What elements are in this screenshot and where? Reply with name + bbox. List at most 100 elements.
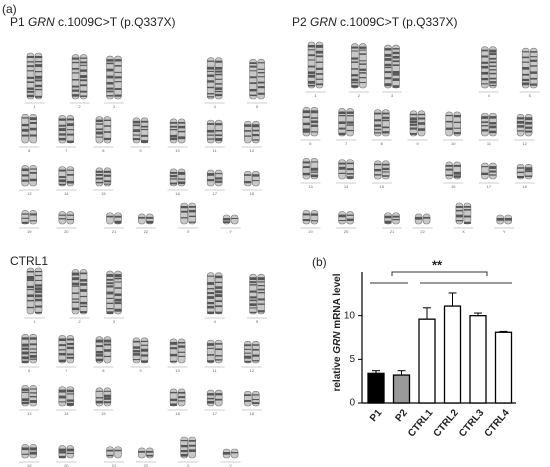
band [146, 216, 154, 219]
band [252, 394, 260, 396]
band [29, 127, 37, 131]
band [382, 126, 390, 129]
band [80, 95, 88, 97]
band [463, 215, 471, 218]
band [207, 354, 215, 356]
band [106, 68, 114, 72]
chromosome-number: 16 [175, 191, 180, 196]
chromosome-number: 18 [250, 411, 255, 416]
y-label-part: relative [332, 354, 343, 392]
chromosome [95, 167, 112, 187]
band [170, 138, 178, 141]
band [410, 127, 417, 130]
band [374, 132, 382, 134]
band [106, 285, 114, 288]
band [106, 311, 114, 314]
band [141, 360, 148, 363]
significance: ** [432, 257, 443, 272]
band [95, 358, 103, 362]
band [146, 220, 154, 224]
chromosome-number: 16 [451, 184, 456, 189]
chromosome-number: 20 [64, 463, 69, 467]
band [27, 276, 34, 280]
band [66, 133, 74, 136]
bar [367, 372, 385, 404]
band [249, 94, 257, 97]
chromosome [106, 270, 122, 315]
chromatid [338, 211, 346, 225]
chromosome-number: 3 [391, 93, 394, 98]
band [359, 46, 367, 49]
band [133, 359, 140, 361]
chromatid [489, 112, 497, 137]
band [207, 70, 215, 72]
chromosome-number: 11 [487, 141, 492, 146]
chromosome [338, 211, 354, 225]
chromosome [169, 118, 186, 144]
band [252, 399, 260, 401]
chromosome-number: 15 [101, 411, 106, 416]
title-part: GRN [310, 15, 337, 29]
band [215, 87, 223, 90]
chromosome [58, 335, 75, 364]
band [249, 311, 257, 314]
chromatid [114, 270, 122, 315]
band [21, 213, 29, 215]
band [170, 360, 178, 363]
chromosome-number: 14 [64, 191, 69, 196]
band [207, 123, 215, 125]
band [530, 56, 538, 58]
band [410, 133, 417, 135]
band [310, 167, 318, 171]
band [180, 440, 188, 442]
chromosome-number: 14 [64, 411, 69, 416]
band [525, 175, 533, 177]
band [338, 121, 346, 125]
band [21, 360, 29, 364]
band [489, 69, 497, 71]
band [58, 448, 66, 452]
band [66, 214, 74, 216]
band [114, 215, 122, 218]
band [351, 78, 359, 82]
band [231, 452, 239, 454]
band [453, 114, 461, 118]
band [310, 120, 318, 124]
chromatid [315, 41, 324, 89]
band [249, 307, 257, 309]
band [21, 391, 29, 393]
band [481, 71, 489, 75]
band [58, 451, 66, 454]
band [106, 297, 114, 299]
chromatid [106, 212, 114, 225]
band [178, 178, 186, 180]
band [35, 279, 42, 281]
band [310, 171, 318, 173]
chromosome-number: 2 [78, 319, 81, 324]
chromosome-number: 6 [28, 368, 31, 373]
band [180, 453, 188, 457]
band [178, 345, 186, 348]
band [249, 76, 257, 79]
chromosome-number: 4 [214, 319, 217, 324]
band [21, 351, 29, 355]
band [382, 116, 390, 119]
band [58, 352, 66, 356]
band [316, 78, 323, 80]
band [453, 171, 461, 175]
chromosome [351, 43, 367, 89]
band [106, 308, 114, 310]
band [257, 284, 265, 287]
band [72, 292, 80, 294]
band [455, 214, 463, 218]
band [489, 81, 497, 84]
band [72, 282, 80, 286]
band [207, 301, 215, 305]
band [95, 390, 103, 392]
band [215, 311, 223, 314]
band [133, 340, 140, 343]
band [249, 277, 257, 280]
band [114, 281, 122, 283]
band [21, 398, 29, 402]
chromatid [21, 444, 30, 459]
